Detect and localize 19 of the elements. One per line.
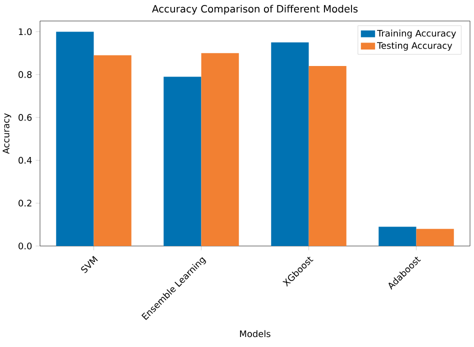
legend-label: Testing Accuracy [377, 42, 452, 51]
chart-title: Accuracy Comparison of Different Models [152, 4, 358, 15]
bar [94, 55, 132, 246]
bar [201, 53, 239, 246]
bar [308, 66, 346, 246]
x-axis-title: Models [240, 330, 270, 338]
bar [164, 76, 202, 246]
y-tick-label: 0.4 [18, 156, 32, 164]
legend-label: Training Accuracy [377, 30, 456, 38]
y-tick-label: 0.6 [18, 114, 32, 121]
bar [56, 32, 94, 246]
y-axis-title: Accuracy [2, 113, 12, 154]
y-tick-label: 0.8 [18, 71, 32, 78]
y-tick-label: 0.0 [18, 242, 32, 250]
y-tick-label: 1.0 [18, 28, 32, 36]
y-tick-label: 0.2 [18, 200, 32, 207]
bar [416, 228, 454, 246]
bar [271, 42, 309, 246]
bar [378, 226, 416, 246]
